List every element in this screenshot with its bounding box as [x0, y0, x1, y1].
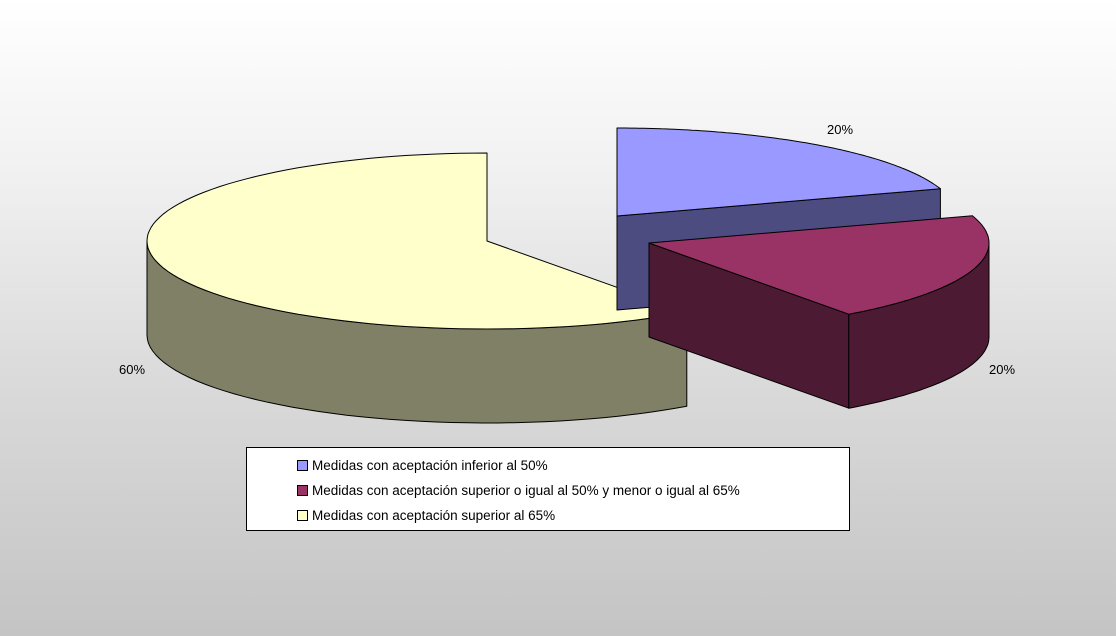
- legend-label: Medidas con aceptación superior o igual …: [312, 483, 740, 498]
- legend: Medidas con aceptación inferior al 50% M…: [246, 447, 850, 531]
- legend-label: Medidas con aceptación inferior al 50%: [312, 458, 548, 473]
- data-label: 20%: [827, 122, 853, 137]
- slice-top: [616, 127, 941, 217]
- legend-item: Medidas con aceptación superior o igual …: [297, 478, 849, 503]
- legend-swatch: [297, 485, 308, 496]
- legend-swatch: [297, 510, 308, 521]
- legend-label: Medidas con aceptación superior al 65%: [312, 508, 556, 523]
- pie-slice: [648, 215, 990, 409]
- legend-swatch: [297, 460, 308, 471]
- legend-item: Medidas con aceptación inferior al 50%: [297, 453, 849, 478]
- slice-top: [648, 215, 990, 315]
- legend-item: Medidas con aceptación superior al 65%: [297, 503, 849, 528]
- data-labels: 20% 20% 60%: [119, 122, 1015, 377]
- pie-slices: [146, 127, 990, 424]
- data-label: 20%: [989, 362, 1015, 377]
- data-label: 60%: [119, 362, 145, 377]
- pie-slice: [146, 152, 688, 424]
- slice-top: [146, 152, 688, 330]
